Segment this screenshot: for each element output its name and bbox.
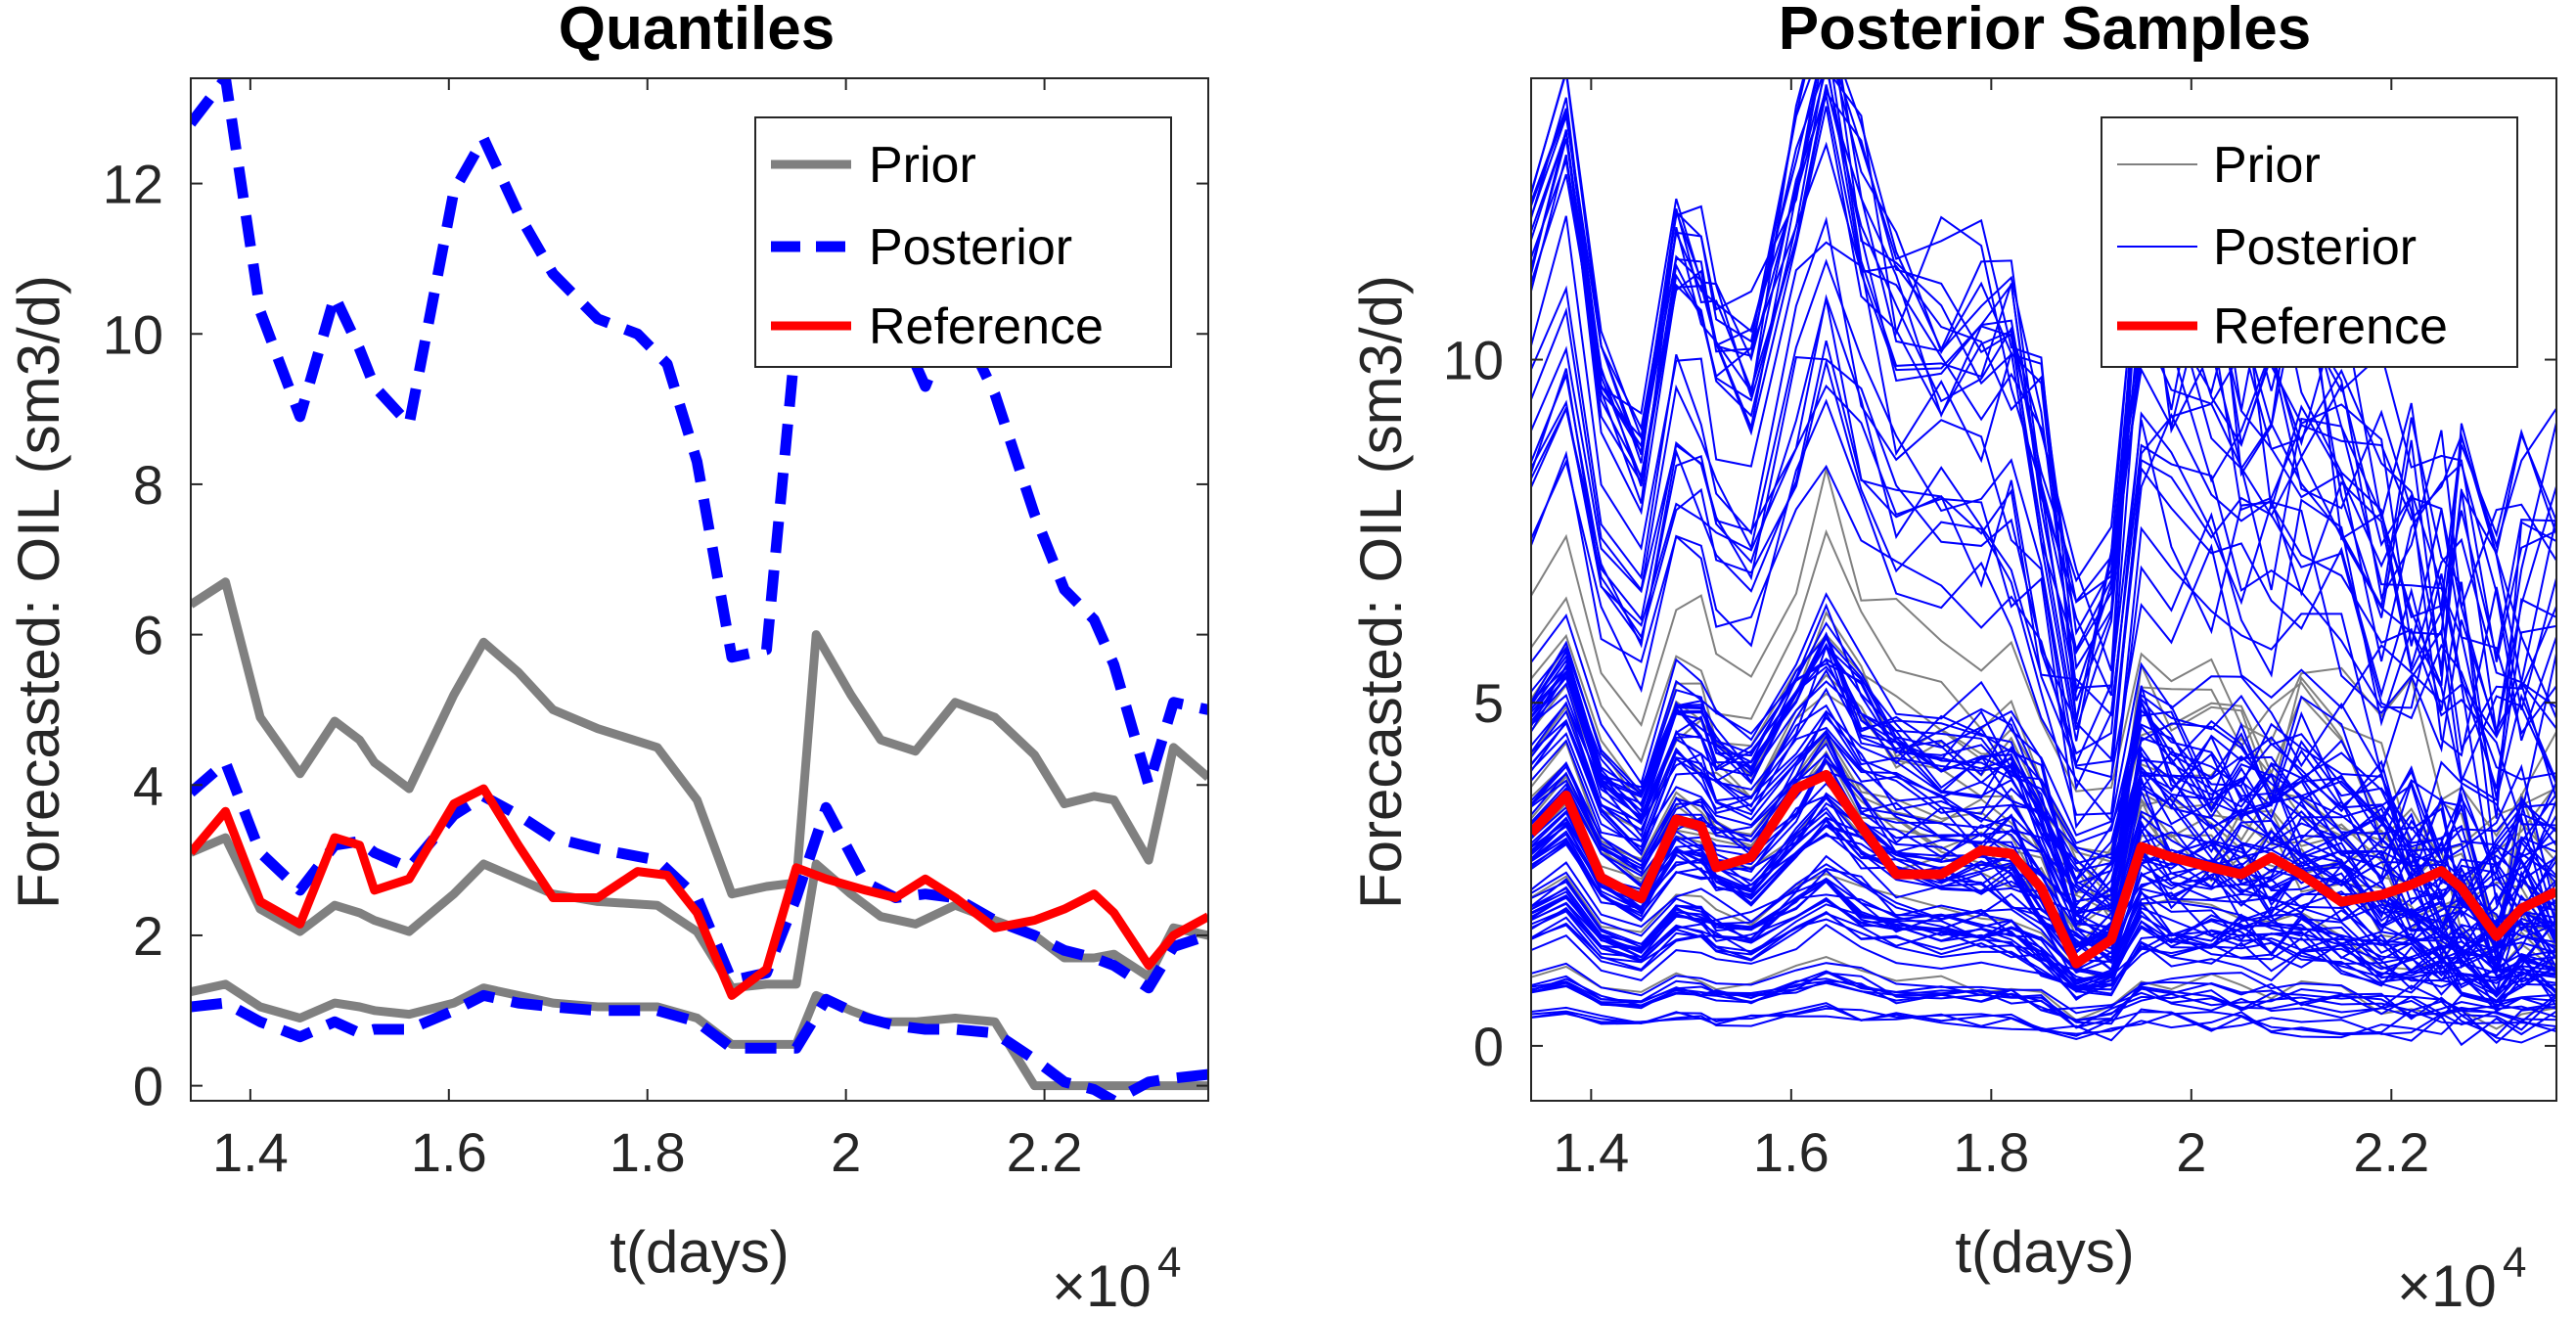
posterior-sample-line xyxy=(1531,662,2556,902)
x-tick-label: 1.8 xyxy=(610,1121,686,1183)
legend-label-posterior: Posterior xyxy=(869,219,1072,276)
posterior-sample-line xyxy=(1531,258,2556,767)
posterior-sample-line xyxy=(1531,1006,2556,1044)
chart-title: Posterior Samples xyxy=(1779,0,2311,63)
y-tick-label: 8 xyxy=(133,454,163,516)
posterior-sample-line xyxy=(1531,970,2556,1031)
x-tick-label: 2 xyxy=(2176,1121,2206,1183)
posterior-sample-line xyxy=(1531,962,2556,1022)
posterior-sample-line xyxy=(1531,384,2556,830)
legend-label-prior: Prior xyxy=(869,137,976,194)
posterior-sample-line xyxy=(1531,971,2556,1022)
posterior-sample-line xyxy=(1531,899,2556,997)
x-tick-label: 2.2 xyxy=(1007,1121,1083,1183)
legend-label-posterior: Posterior xyxy=(2213,219,2417,276)
legend-label-prior: Prior xyxy=(2213,137,2321,194)
y-tick-label: 5 xyxy=(1473,672,1504,734)
x-exponent-base: ×10 xyxy=(1052,1253,1152,1317)
x-exponent-power: 4 xyxy=(1157,1239,1181,1287)
posterior-sample-line xyxy=(1531,879,2556,989)
posterior-sample-line xyxy=(1531,621,2556,916)
series-line-reference xyxy=(1531,769,2556,969)
quantiles-panel: Quantiles 1.4 1.6 1.8 2 2.2 0 2 4 6 8 10 12 t(days… xyxy=(6,0,1209,1317)
posterior-sample-line xyxy=(1531,1010,2556,1047)
x-ticks: 1.4 1.6 1.8 2 2.2 xyxy=(1553,78,2429,1183)
x-tick-label: 1.4 xyxy=(212,1121,289,1183)
posterior-sample-line xyxy=(1531,340,2556,799)
posterior-sample-line xyxy=(1531,592,2556,870)
x-tick-label: 1.8 xyxy=(1953,1121,2029,1183)
y-ticks: 0 2 4 6 8 10 12 xyxy=(103,154,1208,1117)
posterior-sample-line xyxy=(1531,89,2556,734)
y-axis-label: Forecasted: OIL (sm3/d) xyxy=(6,275,71,909)
y-tick-label: 10 xyxy=(1443,330,1504,391)
posterior-sample-line xyxy=(1531,78,2556,689)
y-tick-label: 4 xyxy=(133,754,163,816)
legend-label-reference: Reference xyxy=(869,298,1104,355)
legend-label-reference: Reference xyxy=(2213,298,2448,355)
series-line-posterior xyxy=(191,78,1208,791)
y-tick-label: 12 xyxy=(103,154,163,215)
axes-box xyxy=(190,77,1209,1102)
series-line-posterior xyxy=(191,756,1208,994)
posterior-sample-line xyxy=(1531,398,2556,824)
x-exponent-base: ×10 xyxy=(2397,1253,2497,1317)
series-line-reference xyxy=(191,784,1208,1000)
legend: Prior Posterior Reference xyxy=(754,116,1172,368)
x-tick-label: 1.6 xyxy=(1753,1121,1830,1183)
y-axis-label: Forecasted: OIL (sm3/d) xyxy=(1348,275,1414,909)
x-exponent: ×10 4 xyxy=(1052,1239,1181,1317)
posterior-sample-line xyxy=(1531,795,2556,964)
x-tick-label: 1.4 xyxy=(1553,1121,1629,1183)
axes-box xyxy=(1530,77,2557,1102)
posterior-sample-line xyxy=(1531,78,2556,677)
posterior-samples-panel: Posterior Samples 1.4 1.6 1.8 2 2.2 0 5 10 t(d… xyxy=(1348,0,2557,1317)
posterior-sample-line xyxy=(1531,294,2556,790)
y-ticks: 0 5 10 xyxy=(1443,330,2556,1077)
y-tick-label: 0 xyxy=(1473,1016,1504,1077)
posterior-sample-line xyxy=(1531,880,2556,997)
posterior-sample-line xyxy=(1531,665,2556,931)
posterior-sample-line xyxy=(1531,863,2556,991)
plot-area xyxy=(191,78,1208,1101)
y-tick-label: 0 xyxy=(133,1056,163,1117)
y-tick-label: 2 xyxy=(133,905,163,967)
series-line-posterior xyxy=(191,989,1208,1101)
series-line-prior xyxy=(191,577,1208,899)
x-tick-label: 2 xyxy=(831,1121,861,1183)
x-axis-label: t(days) xyxy=(1955,1219,2134,1285)
x-exponent-power: 4 xyxy=(2503,1239,2526,1287)
posterior-sample-line xyxy=(1531,758,2556,968)
y-tick-label: 6 xyxy=(133,605,163,666)
legend: Prior Posterior Reference xyxy=(2101,116,2518,368)
posterior-sample-line xyxy=(1531,645,2556,893)
posterior-sample-line xyxy=(1531,823,2556,977)
plot-area xyxy=(1531,78,2556,1047)
x-tick-label: 1.6 xyxy=(411,1121,487,1183)
x-ticks: 1.4 1.6 1.8 2 2.2 xyxy=(212,78,1083,1183)
posterior-sample-line xyxy=(1531,972,2556,1025)
chart-title: Quantiles xyxy=(559,0,836,63)
posterior-sample-line xyxy=(1531,215,2556,792)
x-exponent: ×10 4 xyxy=(2397,1239,2526,1317)
x-tick-label: 2.2 xyxy=(2353,1121,2429,1183)
y-tick-label: 10 xyxy=(103,303,163,365)
posterior-sample-line xyxy=(1531,658,2556,935)
x-axis-label: t(days) xyxy=(610,1219,789,1285)
